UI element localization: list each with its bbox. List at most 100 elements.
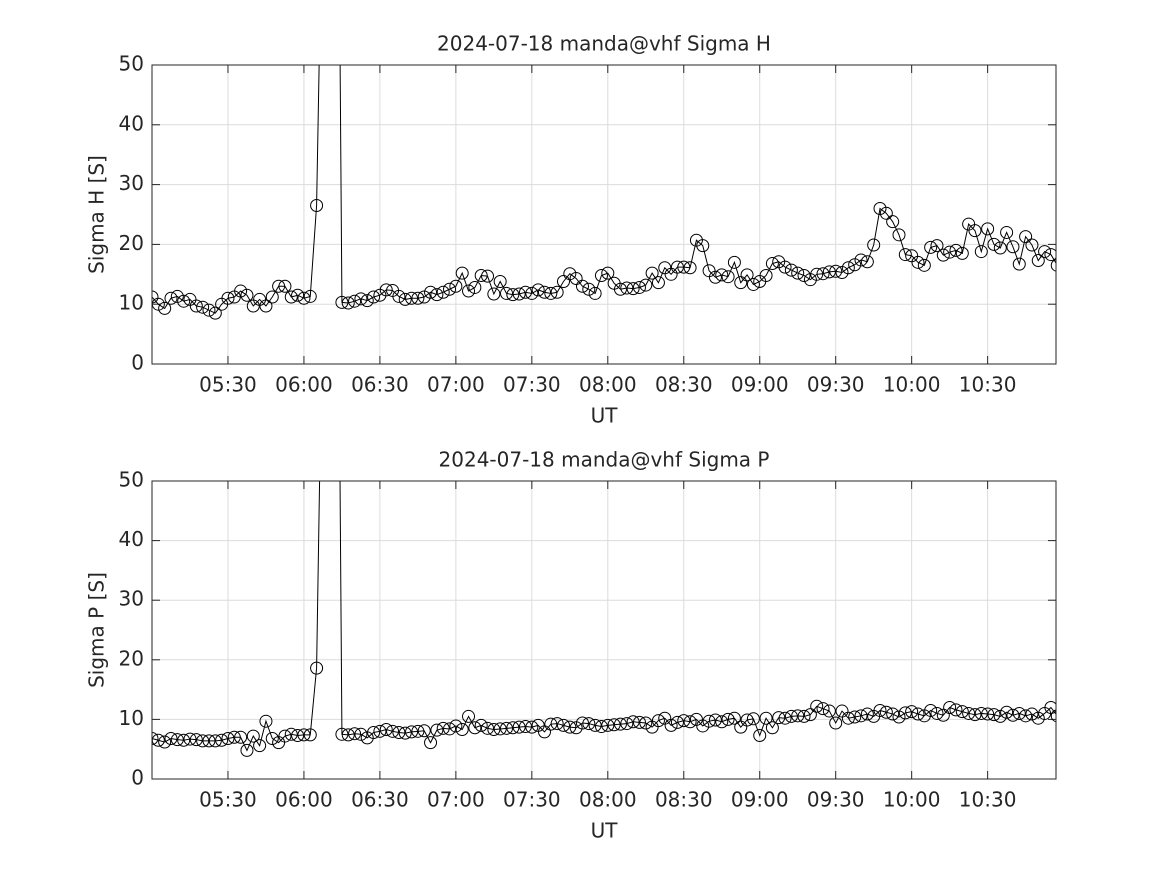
- data-point: [924, 703, 938, 717]
- data-point: [974, 245, 988, 259]
- x-tick-label: 08:30: [655, 788, 713, 812]
- x-tick-label: 10:00: [883, 788, 941, 812]
- data-point: [240, 288, 254, 302]
- data-point: [278, 279, 292, 293]
- y-tick-label: 20: [119, 646, 144, 670]
- data-point: [537, 285, 551, 299]
- data-point: [784, 709, 798, 723]
- data-point: [1012, 706, 1026, 720]
- data-point: [563, 720, 577, 734]
- data-point: [246, 729, 260, 743]
- data-point: [588, 718, 602, 732]
- data-point: [746, 712, 760, 726]
- y-tick-label: 10: [119, 291, 144, 315]
- data-point: [221, 731, 235, 745]
- data-point: [386, 724, 400, 738]
- data-point: [436, 285, 450, 299]
- x-tick-label: 09:30: [807, 373, 865, 397]
- data-point: [968, 708, 982, 722]
- x-tick-label: 06:30: [351, 788, 409, 812]
- data-point: [1000, 705, 1014, 719]
- y-tick-label: 10: [119, 706, 144, 730]
- x-tick-label: 09:00: [731, 788, 789, 812]
- data-point: [411, 291, 425, 305]
- axes-box: [151, 480, 1057, 780]
- data-point: [341, 296, 355, 310]
- data-point: [613, 717, 627, 731]
- data-point: [746, 277, 760, 291]
- data-point: [1006, 240, 1020, 254]
- data-point: [297, 291, 311, 305]
- data-point: [487, 723, 501, 737]
- data-point: [550, 717, 564, 731]
- x-tick-label: 07:30: [503, 373, 561, 397]
- data-point: [379, 283, 393, 297]
- data-point: [164, 731, 178, 745]
- data-point: [715, 715, 729, 729]
- data-point: [158, 735, 172, 749]
- data-point: [753, 728, 767, 742]
- x-tick-label: 06:00: [275, 373, 333, 397]
- y-tick-label: 50: [119, 52, 144, 76]
- data-point: [620, 281, 634, 295]
- data-point: [993, 709, 1007, 723]
- y-tick-label: 40: [119, 111, 144, 135]
- data-point: [1050, 258, 1056, 272]
- data-point: [930, 706, 944, 720]
- data-point: [601, 718, 615, 732]
- data-point: [778, 260, 792, 274]
- data-point: [468, 721, 482, 735]
- data-point: [879, 206, 893, 220]
- data-point: [651, 714, 665, 728]
- data-point: [848, 710, 862, 724]
- data-point: [772, 711, 786, 725]
- x-axis-label: UT: [591, 404, 619, 428]
- data-point: [398, 292, 412, 306]
- data-point: [677, 260, 691, 274]
- data-point: [867, 238, 881, 252]
- data-line: [152, 481, 1056, 752]
- data-point: [613, 282, 627, 296]
- data-point: [1025, 707, 1039, 721]
- data-point: [341, 728, 355, 742]
- data-point: [202, 303, 216, 317]
- data-point: [531, 283, 545, 297]
- data-point: [152, 290, 159, 304]
- data-point: [556, 274, 570, 288]
- data-point: [740, 713, 754, 727]
- data-point: [930, 239, 944, 253]
- y-tick-label: 20: [119, 231, 144, 255]
- data-point: [354, 727, 368, 741]
- data-point: [854, 253, 868, 267]
- data-point: [936, 248, 950, 262]
- data-point: [822, 265, 836, 279]
- data-point: [816, 267, 830, 281]
- data-point: [677, 714, 691, 728]
- data-point: [227, 730, 241, 744]
- data-point: [639, 716, 653, 730]
- data-point: [550, 285, 564, 299]
- x-tick-label: 05:30: [199, 373, 257, 397]
- data-point: [1012, 257, 1026, 271]
- data-point: [860, 255, 874, 269]
- data-point: [797, 268, 811, 282]
- data-point: [297, 728, 311, 742]
- data-point: [879, 705, 893, 719]
- y-tick-label: 0: [131, 351, 144, 375]
- data-point: [493, 722, 507, 736]
- data-point: [911, 707, 925, 721]
- data-point: [443, 722, 457, 736]
- data-point: [424, 285, 438, 299]
- data-point: [892, 228, 906, 242]
- x-tick-label: 08:00: [579, 373, 637, 397]
- data-point: [1025, 238, 1039, 252]
- data-point: [152, 731, 159, 745]
- data-point: [506, 288, 520, 302]
- data-point: [265, 290, 279, 304]
- data-point: [265, 731, 279, 745]
- data-point: [1000, 225, 1014, 239]
- data-point: [949, 703, 963, 717]
- data-point: [189, 299, 203, 313]
- data-point: [791, 709, 805, 723]
